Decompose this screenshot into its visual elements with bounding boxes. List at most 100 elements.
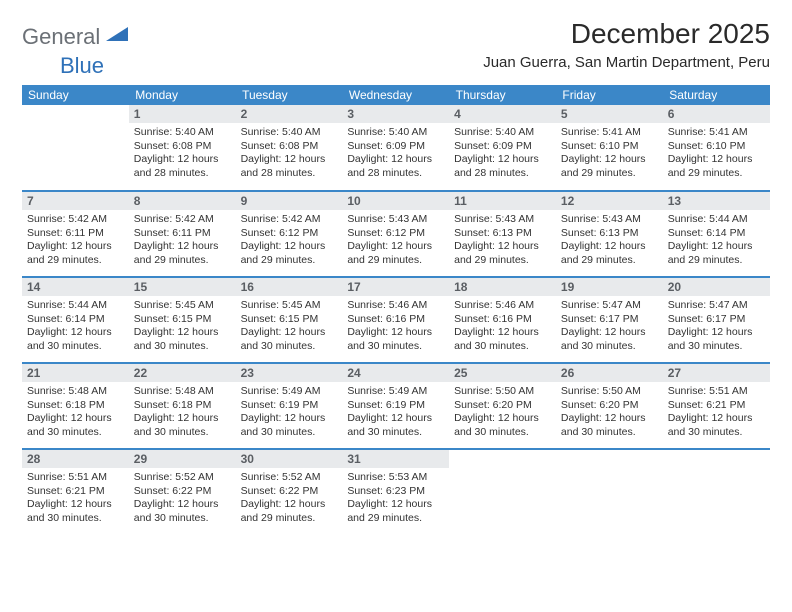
calendar-cell — [449, 449, 556, 535]
day-number: 30 — [236, 450, 343, 468]
calendar-cell: 9Sunrise: 5:42 AMSunset: 6:12 PMDaylight… — [236, 191, 343, 277]
day-details: Sunrise: 5:52 AMSunset: 6:22 PMDaylight:… — [129, 468, 236, 530]
calendar-cell: 11Sunrise: 5:43 AMSunset: 6:13 PMDayligh… — [449, 191, 556, 277]
day-details: Sunrise: 5:48 AMSunset: 6:18 PMDaylight:… — [129, 382, 236, 444]
calendar-cell: 31Sunrise: 5:53 AMSunset: 6:23 PMDayligh… — [342, 449, 449, 535]
day-details: Sunrise: 5:47 AMSunset: 6:17 PMDaylight:… — [663, 296, 770, 358]
day-number: 13 — [663, 192, 770, 210]
logo: General — [22, 24, 132, 50]
day-details: Sunrise: 5:41 AMSunset: 6:10 PMDaylight:… — [556, 123, 663, 185]
calendar-cell — [556, 449, 663, 535]
day-number: 11 — [449, 192, 556, 210]
day-number: 28 — [22, 450, 129, 468]
calendar-cell: 17Sunrise: 5:46 AMSunset: 6:16 PMDayligh… — [342, 277, 449, 363]
calendar-cell: 4Sunrise: 5:40 AMSunset: 6:09 PMDaylight… — [449, 105, 556, 191]
day-number: 15 — [129, 278, 236, 296]
calendar-cell: 5Sunrise: 5:41 AMSunset: 6:10 PMDaylight… — [556, 105, 663, 191]
day-number: 17 — [342, 278, 449, 296]
day-number: 8 — [129, 192, 236, 210]
day-details: Sunrise: 5:46 AMSunset: 6:16 PMDaylight:… — [342, 296, 449, 358]
day-header-row: SundayMondayTuesdayWednesdayThursdayFrid… — [22, 85, 770, 105]
calendar-cell: 28Sunrise: 5:51 AMSunset: 6:21 PMDayligh… — [22, 449, 129, 535]
day-details: Sunrise: 5:53 AMSunset: 6:23 PMDaylight:… — [342, 468, 449, 530]
day-header: Wednesday — [342, 85, 449, 105]
day-header: Monday — [129, 85, 236, 105]
day-details: Sunrise: 5:51 AMSunset: 6:21 PMDaylight:… — [663, 382, 770, 444]
day-number: 10 — [342, 192, 449, 210]
calendar-cell: 25Sunrise: 5:50 AMSunset: 6:20 PMDayligh… — [449, 363, 556, 449]
day-details: Sunrise: 5:40 AMSunset: 6:08 PMDaylight:… — [236, 123, 343, 185]
day-number: 16 — [236, 278, 343, 296]
calendar-cell: 2Sunrise: 5:40 AMSunset: 6:08 PMDaylight… — [236, 105, 343, 191]
calendar-cell: 10Sunrise: 5:43 AMSunset: 6:12 PMDayligh… — [342, 191, 449, 277]
day-number: 7 — [22, 192, 129, 210]
calendar-cell: 12Sunrise: 5:43 AMSunset: 6:13 PMDayligh… — [556, 191, 663, 277]
calendar-cell: 30Sunrise: 5:52 AMSunset: 6:22 PMDayligh… — [236, 449, 343, 535]
day-details: Sunrise: 5:43 AMSunset: 6:13 PMDaylight:… — [449, 210, 556, 272]
day-number: 4 — [449, 105, 556, 123]
calendar-cell: 15Sunrise: 5:45 AMSunset: 6:15 PMDayligh… — [129, 277, 236, 363]
day-details: Sunrise: 5:42 AMSunset: 6:11 PMDaylight:… — [22, 210, 129, 272]
day-number: 24 — [342, 364, 449, 382]
day-details: Sunrise: 5:44 AMSunset: 6:14 PMDaylight:… — [22, 296, 129, 358]
day-number: 20 — [663, 278, 770, 296]
calendar-table: SundayMondayTuesdayWednesdayThursdayFrid… — [22, 85, 770, 535]
day-number: 27 — [663, 364, 770, 382]
day-details: Sunrise: 5:50 AMSunset: 6:20 PMDaylight:… — [449, 382, 556, 444]
day-header: Friday — [556, 85, 663, 105]
day-number: 31 — [342, 450, 449, 468]
day-header: Sunday — [22, 85, 129, 105]
logo-text-general: General — [22, 24, 100, 50]
calendar-cell — [663, 449, 770, 535]
month-title: December 2025 — [483, 18, 770, 50]
day-details: Sunrise: 5:50 AMSunset: 6:20 PMDaylight:… — [556, 382, 663, 444]
calendar-cell: 29Sunrise: 5:52 AMSunset: 6:22 PMDayligh… — [129, 449, 236, 535]
calendar-week: 21Sunrise: 5:48 AMSunset: 6:18 PMDayligh… — [22, 363, 770, 449]
day-number: 26 — [556, 364, 663, 382]
day-number: 12 — [556, 192, 663, 210]
calendar-cell: 16Sunrise: 5:45 AMSunset: 6:15 PMDayligh… — [236, 277, 343, 363]
day-details: Sunrise: 5:45 AMSunset: 6:15 PMDaylight:… — [129, 296, 236, 358]
day-number: 2 — [236, 105, 343, 123]
calendar-cell: 19Sunrise: 5:47 AMSunset: 6:17 PMDayligh… — [556, 277, 663, 363]
calendar-week: 28Sunrise: 5:51 AMSunset: 6:21 PMDayligh… — [22, 449, 770, 535]
calendar-cell: 3Sunrise: 5:40 AMSunset: 6:09 PMDaylight… — [342, 105, 449, 191]
logo-text-blue: Blue — [60, 53, 792, 79]
day-header: Thursday — [449, 85, 556, 105]
day-details: Sunrise: 5:48 AMSunset: 6:18 PMDaylight:… — [22, 382, 129, 444]
calendar-week: 7Sunrise: 5:42 AMSunset: 6:11 PMDaylight… — [22, 191, 770, 277]
calendar-cell: 22Sunrise: 5:48 AMSunset: 6:18 PMDayligh… — [129, 363, 236, 449]
day-details: Sunrise: 5:41 AMSunset: 6:10 PMDaylight:… — [663, 123, 770, 185]
calendar-cell: 20Sunrise: 5:47 AMSunset: 6:17 PMDayligh… — [663, 277, 770, 363]
day-header: Tuesday — [236, 85, 343, 105]
calendar-cell: 6Sunrise: 5:41 AMSunset: 6:10 PMDaylight… — [663, 105, 770, 191]
calendar-cell — [22, 105, 129, 191]
day-number: 3 — [342, 105, 449, 123]
calendar-cell: 8Sunrise: 5:42 AMSunset: 6:11 PMDaylight… — [129, 191, 236, 277]
day-details: Sunrise: 5:52 AMSunset: 6:22 PMDaylight:… — [236, 468, 343, 530]
day-number: 5 — [556, 105, 663, 123]
day-number: 9 — [236, 192, 343, 210]
day-details: Sunrise: 5:42 AMSunset: 6:11 PMDaylight:… — [129, 210, 236, 272]
calendar-cell: 18Sunrise: 5:46 AMSunset: 6:16 PMDayligh… — [449, 277, 556, 363]
calendar-cell: 7Sunrise: 5:42 AMSunset: 6:11 PMDaylight… — [22, 191, 129, 277]
day-number: 29 — [129, 450, 236, 468]
calendar-week: 14Sunrise: 5:44 AMSunset: 6:14 PMDayligh… — [22, 277, 770, 363]
day-number: 6 — [663, 105, 770, 123]
day-number: 1 — [129, 105, 236, 123]
calendar-cell: 13Sunrise: 5:44 AMSunset: 6:14 PMDayligh… — [663, 191, 770, 277]
day-details: Sunrise: 5:43 AMSunset: 6:13 PMDaylight:… — [556, 210, 663, 272]
day-details: Sunrise: 5:40 AMSunset: 6:09 PMDaylight:… — [449, 123, 556, 185]
day-header: Saturday — [663, 85, 770, 105]
day-details: Sunrise: 5:47 AMSunset: 6:17 PMDaylight:… — [556, 296, 663, 358]
day-number: 23 — [236, 364, 343, 382]
day-details: Sunrise: 5:49 AMSunset: 6:19 PMDaylight:… — [342, 382, 449, 444]
day-details: Sunrise: 5:40 AMSunset: 6:09 PMDaylight:… — [342, 123, 449, 185]
day-number: 14 — [22, 278, 129, 296]
calendar-week: 1Sunrise: 5:40 AMSunset: 6:08 PMDaylight… — [22, 105, 770, 191]
day-details: Sunrise: 5:49 AMSunset: 6:19 PMDaylight:… — [236, 382, 343, 444]
day-details: Sunrise: 5:43 AMSunset: 6:12 PMDaylight:… — [342, 210, 449, 272]
day-details: Sunrise: 5:40 AMSunset: 6:08 PMDaylight:… — [129, 123, 236, 185]
day-details: Sunrise: 5:51 AMSunset: 6:21 PMDaylight:… — [22, 468, 129, 530]
calendar-cell: 24Sunrise: 5:49 AMSunset: 6:19 PMDayligh… — [342, 363, 449, 449]
